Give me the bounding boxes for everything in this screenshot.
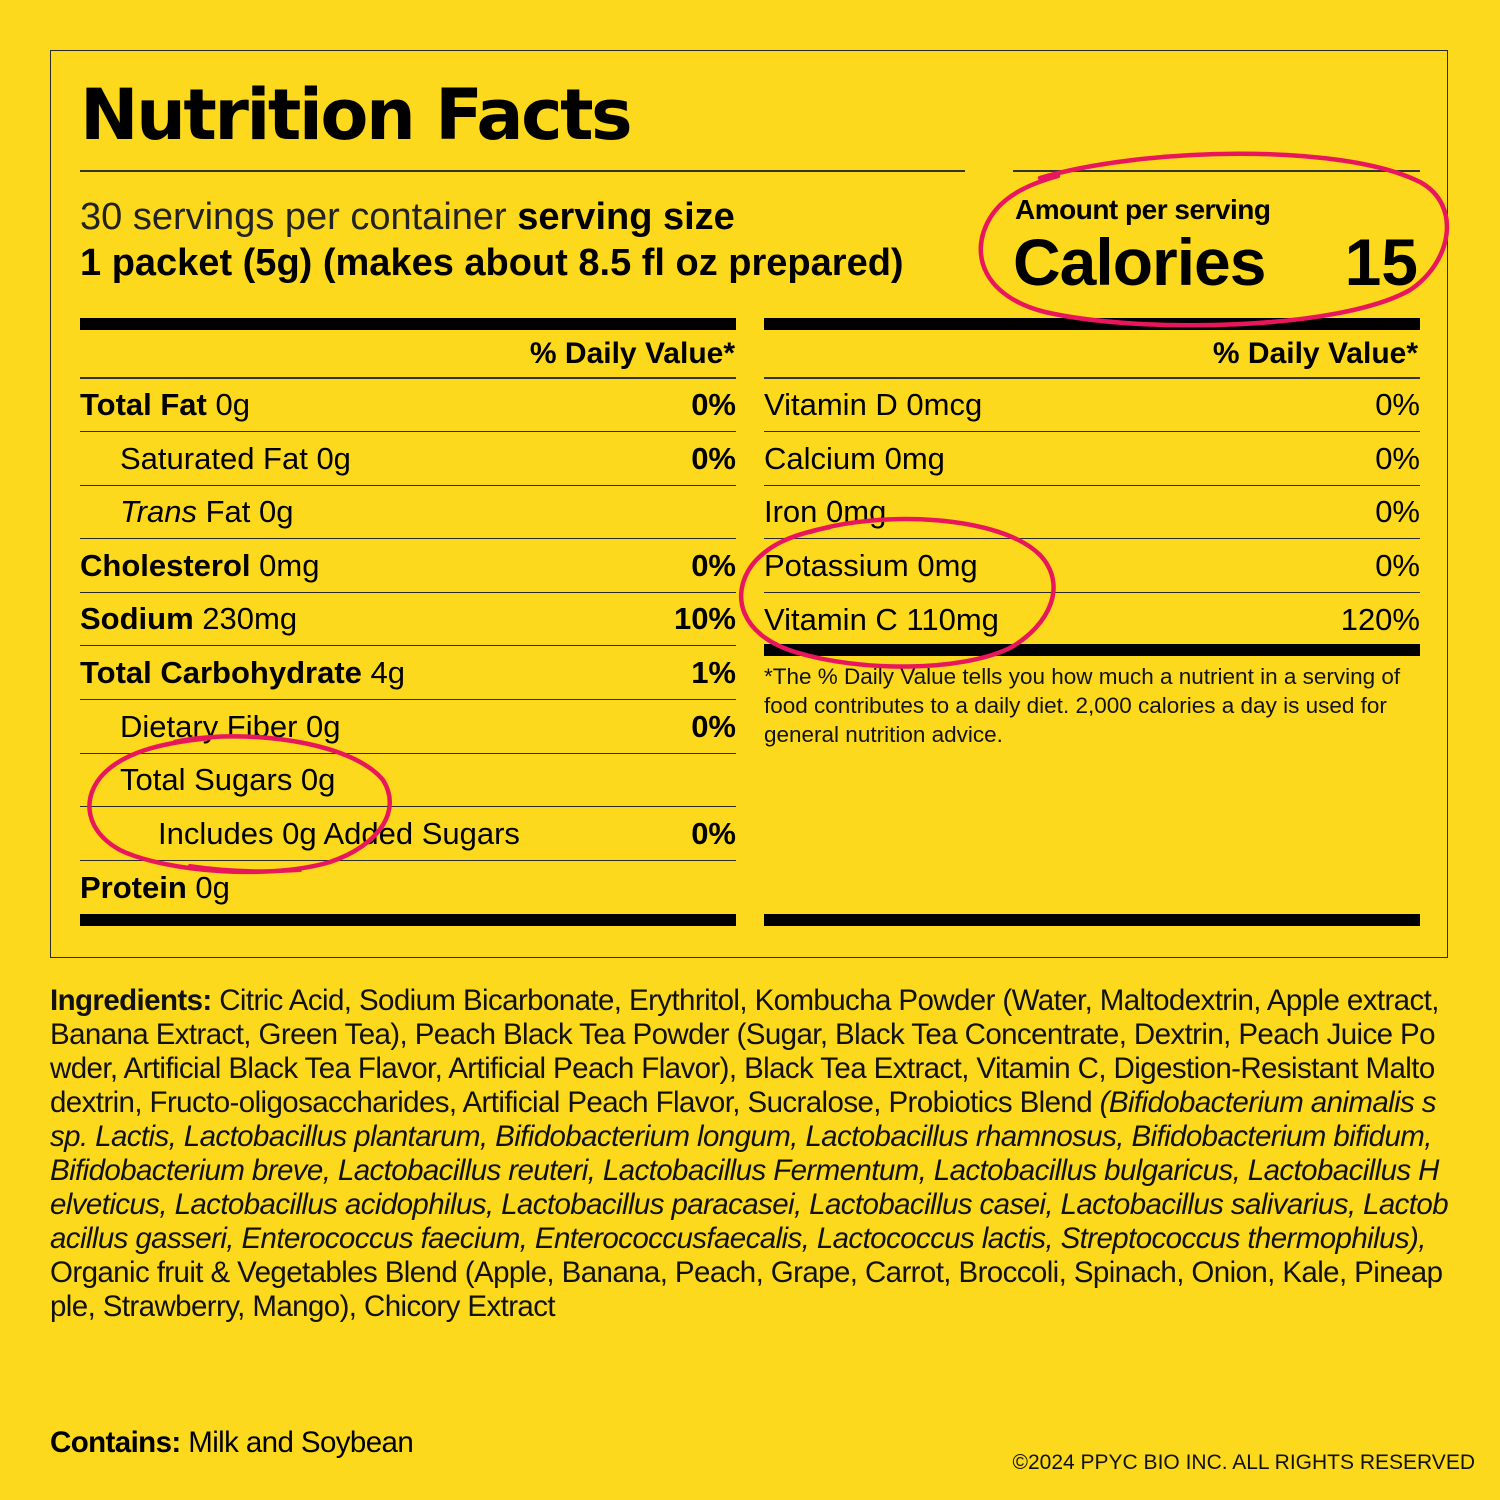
nutrient-name: Dietary Fiber 0g <box>120 709 341 745</box>
nutrient-amount: 0g <box>206 387 250 422</box>
ingredients-end: Organic fruit & Vegetables Blend (Apple,… <box>50 1256 1443 1323</box>
nutrient-bold-label: Sodium <box>80 601 194 637</box>
nutrient-amount: Dietary Fiber 0g <box>120 708 341 744</box>
nutrient-name: Includes 0g Added Sugars <box>158 816 520 852</box>
table-row: Protein 0g <box>80 861 736 914</box>
nutrient-name: Total Fat 0g <box>80 387 250 423</box>
page-title: Nutrition Facts <box>80 74 633 156</box>
table-row: Total Sugars 0g <box>80 754 736 808</box>
nutrition-panel <box>50 50 1448 958</box>
title-divider-right <box>1013 170 1420 172</box>
ingredients-plain: Citric Acid, Sodium Bicarbonate, Erythri… <box>50 984 1439 1119</box>
table-row: Potassium 0mg 0% <box>764 540 1420 593</box>
nutrient-amount: Fat 0g <box>196 494 294 530</box>
nutrient-daily-value: 10% <box>673 601 736 637</box>
nutrient-daily-value: 0% <box>691 815 736 851</box>
left-thick-rule-bottom <box>80 914 736 926</box>
title-divider-left <box>80 170 965 172</box>
table-row: Total Fat 0g 0% <box>80 379 736 432</box>
ingredients-text: Ingredients: Citric Acid, Sodium Bicarbo… <box>50 984 1450 1324</box>
nutrient-bold-label: Total Fat <box>80 387 207 422</box>
ingredients-probiotics: (Bifidobacterium animalis ssp. Lactis, L… <box>50 1086 1449 1255</box>
nutrient-amount: Total Sugars 0g <box>120 762 336 798</box>
nutrient-name: Iron 0mg <box>764 494 887 530</box>
nutrient-amount: Includes 0g Added Sugars <box>158 815 520 851</box>
nutrient-name: Trans Fat 0g <box>120 494 293 530</box>
nutrient-name: Vitamin C 110mg <box>764 601 999 637</box>
table-row: Total Carbohydrate 4g 1% <box>80 647 736 700</box>
nutrient-daily-value: 0% <box>691 387 736 422</box>
calories-label: Calories <box>1013 225 1266 299</box>
table-row: Saturated Fat 0g 0% <box>80 433 736 486</box>
table-row: Trans Fat 0g <box>80 486 736 540</box>
nutrient-daily-value: 120% <box>1340 601 1420 637</box>
nutrient-daily-value: 1% <box>691 655 736 690</box>
nutrient-name: Total Sugars 0g <box>120 762 335 798</box>
ingredients-label: Ingredients: <box>50 984 212 1017</box>
table-row: Vitamin C 110mg 120% <box>764 593 1420 646</box>
table-row: Vitamin D 0mcg 0% <box>764 379 1420 432</box>
nutrient-bold-label: Cholesterol <box>80 547 251 583</box>
nutrient-daily-value: 0% <box>1375 494 1420 530</box>
right-thick-rule-mid <box>764 644 1420 656</box>
table-row: Iron 0mg 0% <box>764 486 1420 540</box>
right-daily-value-header: % Daily Value* <box>1212 337 1418 370</box>
serving-size-label: serving size <box>517 196 735 238</box>
nutrient-daily-value: 0% <box>1375 387 1420 422</box>
nutrient-daily-value: 0% <box>1375 547 1420 583</box>
allergen-statement: Contains: Milk and Soybean <box>50 1426 414 1460</box>
nutrient-name: Total Carbohydrate 4g <box>80 655 405 691</box>
nutrient-amount: 4g <box>361 655 406 690</box>
nutrient-daily-value: 0% <box>691 708 736 744</box>
left-daily-value-header: % Daily Value* <box>529 337 735 370</box>
nutrient-name: Potassium 0mg <box>764 547 978 583</box>
contains-text: Milk and Soybean <box>180 1426 414 1459</box>
contains-label: Contains: <box>50 1426 181 1459</box>
nutrient-name: Calcium 0mg <box>764 440 945 476</box>
nutrient-italic-label: Trans <box>120 494 197 530</box>
nutrient-name: Saturated Fat 0g <box>120 441 351 477</box>
nutrient-daily-value: 0% <box>691 547 736 583</box>
servings-per-container: 30 servings per container <box>80 196 507 238</box>
right-thick-rule-top <box>764 318 1420 330</box>
left-thick-rule-top <box>80 318 736 330</box>
nutrient-name: Vitamin D 0mcg <box>764 387 983 422</box>
nutrient-name: Cholesterol 0mg <box>80 548 319 584</box>
nutrient-bold-label: Total Carbohydrate <box>80 655 362 690</box>
right-thick-rule-bottom <box>764 914 1420 926</box>
serving-size-value: 1 packet (5g) (makes about 8.5 fl oz pre… <box>80 242 904 284</box>
nutrient-amount: 230mg <box>193 601 298 637</box>
nutrient-amount: 0g <box>186 869 230 905</box>
table-row: Dietary Fiber 0g 0% <box>80 701 736 754</box>
serving-info: 30 servings per container serving size 1… <box>80 194 980 286</box>
nutrient-name: Sodium 230mg <box>80 601 297 637</box>
table-row: Includes 0g Added Sugars 0% <box>80 808 736 861</box>
right-header-divider <box>764 377 1420 379</box>
left-header-divider <box>80 377 736 379</box>
table-row: Cholesterol 0mg 0% <box>80 540 736 593</box>
nutrient-name: Protein 0g <box>80 870 230 906</box>
table-row: Sodium 230mg 10% <box>80 593 736 647</box>
table-row: Calcium 0mg 0% <box>764 433 1420 486</box>
nutrient-daily-value: 0% <box>1375 440 1420 476</box>
nutrient-amount: Saturated Fat 0g <box>120 440 351 476</box>
nutrient-amount: 0mg <box>250 547 320 583</box>
daily-value-footnote: *The % Daily Value tells you how much a … <box>764 664 1401 747</box>
nutrient-daily-value: 0% <box>691 440 736 476</box>
copyright-notice: ©2024 PPYC BIO INC. ALL RIGHTS RESERVED <box>1012 1451 1475 1474</box>
calories-value: 15 <box>1344 225 1418 299</box>
nutrient-bold-label: Protein <box>80 869 187 905</box>
